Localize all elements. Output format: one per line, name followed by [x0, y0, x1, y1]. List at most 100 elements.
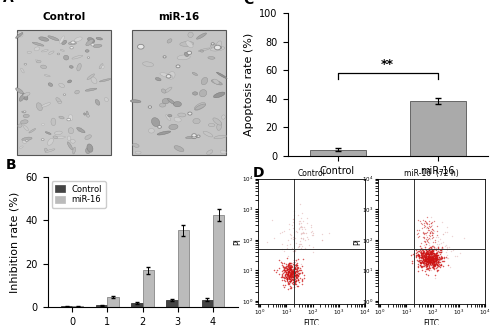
- Point: [288, 280, 296, 285]
- Point: [291, 278, 299, 283]
- Point: [428, 260, 436, 266]
- Point: [291, 266, 299, 271]
- Point: [293, 272, 301, 278]
- Point: [299, 236, 307, 241]
- Point: [292, 281, 300, 286]
- Point: [422, 250, 430, 255]
- Point: [428, 247, 436, 252]
- Point: [426, 255, 434, 260]
- Point: [421, 258, 429, 263]
- Point: [430, 263, 438, 268]
- Point: [288, 273, 296, 278]
- Point: [284, 238, 292, 243]
- Point: [284, 265, 292, 270]
- Ellipse shape: [192, 72, 198, 76]
- Point: [418, 221, 426, 227]
- Point: [416, 254, 424, 259]
- Point: [436, 252, 444, 257]
- Point: [419, 259, 427, 265]
- Point: [422, 248, 430, 253]
- Ellipse shape: [213, 79, 220, 84]
- Point: [418, 245, 426, 251]
- Point: [415, 253, 423, 258]
- Point: [285, 265, 293, 270]
- Point: [416, 258, 424, 263]
- Bar: [310, 150, 366, 156]
- Point: [309, 249, 317, 254]
- Point: [424, 252, 432, 257]
- Point: [432, 251, 440, 256]
- Point: [426, 222, 434, 227]
- Point: [428, 253, 436, 258]
- Point: [415, 248, 423, 253]
- Point: [426, 249, 434, 254]
- Ellipse shape: [22, 111, 26, 113]
- Ellipse shape: [86, 39, 94, 46]
- Point: [429, 258, 437, 263]
- Point: [420, 257, 428, 262]
- Point: [431, 256, 439, 261]
- Point: [427, 245, 435, 250]
- Ellipse shape: [22, 141, 26, 143]
- Point: [412, 254, 420, 259]
- Point: [422, 254, 430, 260]
- Point: [430, 252, 438, 257]
- Point: [420, 259, 428, 264]
- Point: [426, 250, 434, 255]
- Point: [430, 254, 438, 259]
- Point: [424, 249, 432, 254]
- Point: [292, 266, 300, 271]
- Point: [282, 265, 290, 270]
- Point: [430, 259, 438, 265]
- Point: [418, 255, 426, 261]
- Point: [420, 236, 428, 241]
- Point: [298, 270, 306, 276]
- Point: [307, 223, 315, 228]
- Point: [432, 256, 440, 261]
- Point: [430, 262, 438, 267]
- Point: [295, 272, 303, 277]
- Ellipse shape: [87, 74, 94, 80]
- Point: [424, 254, 432, 259]
- Point: [278, 246, 286, 252]
- X-axis label: FITC: FITC: [423, 319, 440, 325]
- Point: [438, 254, 446, 259]
- Point: [422, 257, 430, 263]
- Ellipse shape: [86, 111, 88, 117]
- Point: [426, 261, 434, 266]
- Ellipse shape: [198, 48, 210, 51]
- Point: [424, 254, 432, 259]
- Point: [293, 283, 301, 288]
- Point: [416, 220, 424, 225]
- Ellipse shape: [20, 120, 28, 124]
- Point: [318, 238, 326, 243]
- Point: [288, 245, 296, 251]
- Point: [418, 254, 426, 260]
- Point: [420, 258, 428, 263]
- Point: [440, 258, 448, 264]
- Point: [287, 277, 295, 282]
- Point: [286, 263, 294, 268]
- Point: [419, 234, 427, 240]
- Ellipse shape: [77, 63, 81, 71]
- Point: [283, 277, 291, 282]
- Point: [286, 271, 294, 277]
- Point: [425, 252, 433, 257]
- Point: [284, 270, 292, 275]
- Ellipse shape: [35, 59, 38, 62]
- Point: [300, 224, 308, 229]
- Point: [426, 258, 434, 263]
- Point: [412, 247, 420, 253]
- Point: [286, 266, 294, 271]
- Point: [428, 263, 436, 268]
- Point: [286, 269, 294, 275]
- Point: [434, 260, 442, 265]
- Point: [294, 270, 302, 275]
- Point: [425, 252, 433, 257]
- Point: [430, 251, 438, 256]
- Point: [426, 260, 434, 265]
- Point: [421, 258, 429, 263]
- Point: [422, 257, 430, 263]
- Point: [426, 250, 434, 255]
- Point: [414, 230, 422, 236]
